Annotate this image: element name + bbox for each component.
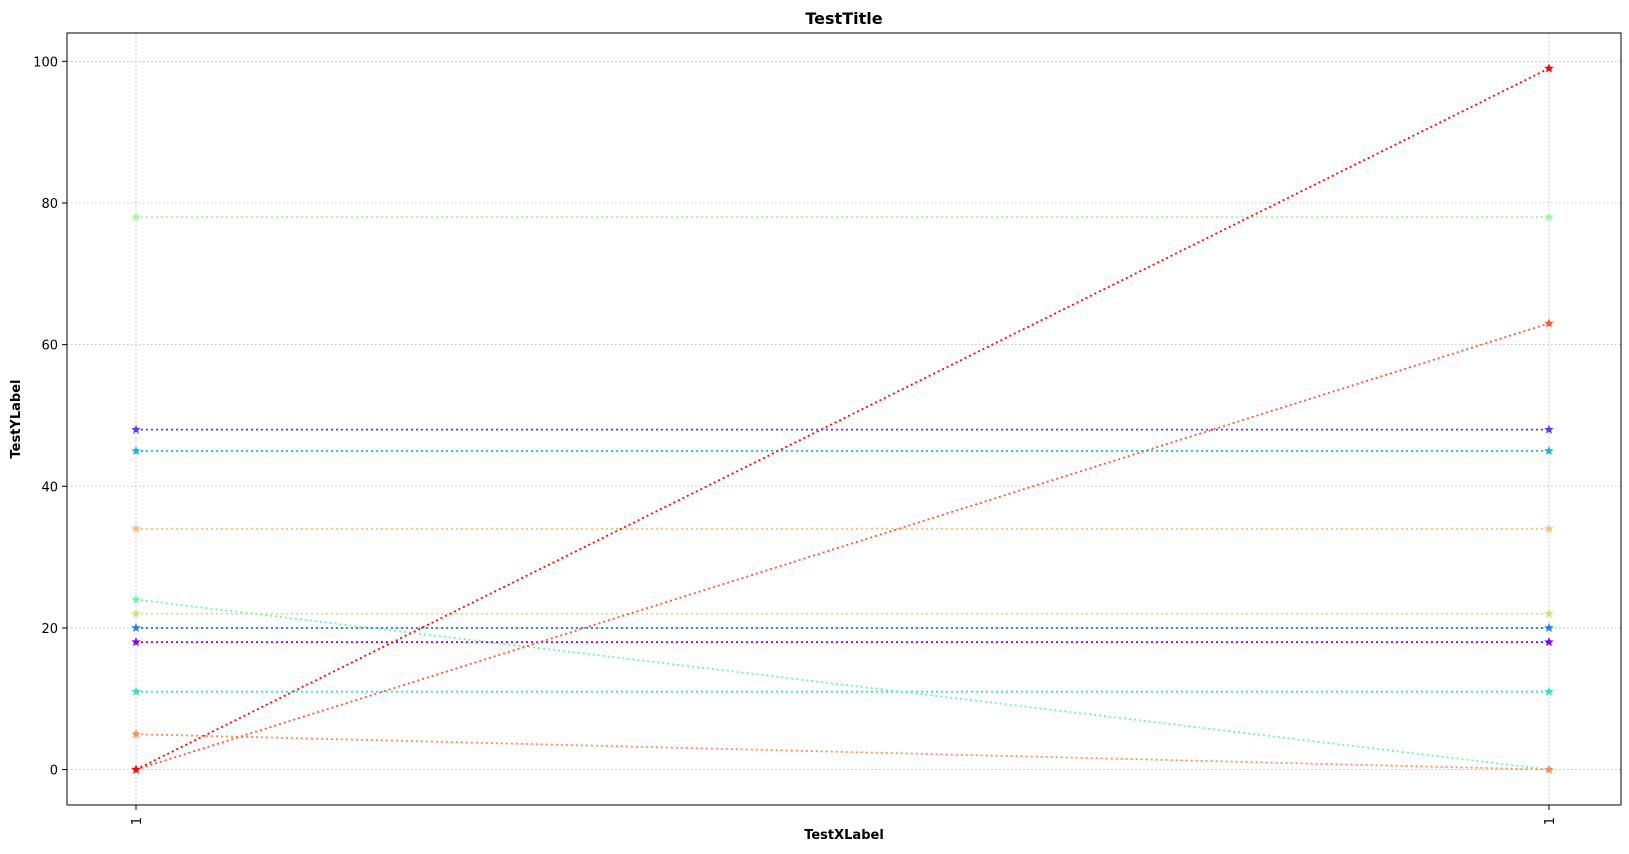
data-point-star [131,212,141,222]
y-tick-label: 20 [41,622,58,637]
x-tick-label: 1 [1543,817,1558,825]
series-layer [131,63,1554,774]
y-tick-label: 80 [41,197,58,212]
data-point-star [1544,608,1554,618]
chart-title: TestTitle [805,9,882,28]
series-12 [131,63,1554,774]
series-1 [131,637,1554,647]
y-tick-label: 100 [33,55,58,70]
series-line [135,733,1550,771]
data-point-star [131,686,141,696]
data-point-star [1544,424,1554,434]
x-axis-label: TestXLabel [804,828,884,843]
data-point-star [131,445,141,455]
series-8 [131,608,1554,618]
data-point-star [131,729,141,739]
y-axis: 0 20 40 60 80 100 [33,55,67,779]
y-axis-label: TestYLabel [9,380,24,459]
series-line [135,598,1550,771]
data-point-star [1544,318,1554,328]
grid-layer [67,33,1621,805]
y-tick-label: 40 [41,480,58,495]
data-point-star [1544,637,1554,647]
data-point-star [131,608,141,618]
series-line [135,67,1550,771]
data-point-star [131,622,141,632]
x-tick-label: 1 [130,817,145,825]
plot-area-frame [66,32,1622,806]
y-tick-label: 0 [50,764,58,779]
data-point-star [131,764,141,774]
series-4 [131,445,1554,455]
series-10 [131,729,1554,774]
series-2 [131,424,1554,434]
data-point-star [131,523,141,533]
series-line [135,322,1550,771]
series-6 [131,594,1554,774]
data-point-star [131,424,141,434]
series-7 [131,212,1554,222]
series-3 [131,622,1554,632]
data-point-star [1544,212,1554,222]
data-point-star [131,594,141,604]
data-point-star [1544,523,1554,533]
data-point-star [1544,686,1554,696]
data-point-star [1544,622,1554,632]
data-point-star [1544,764,1554,774]
data-point-star [1544,63,1554,73]
data-point-star [1544,445,1554,455]
data-point-star [131,637,141,647]
series-11 [131,318,1554,774]
series-5 [131,686,1554,696]
series-9 [131,523,1554,533]
y-tick-label: 60 [41,339,58,354]
